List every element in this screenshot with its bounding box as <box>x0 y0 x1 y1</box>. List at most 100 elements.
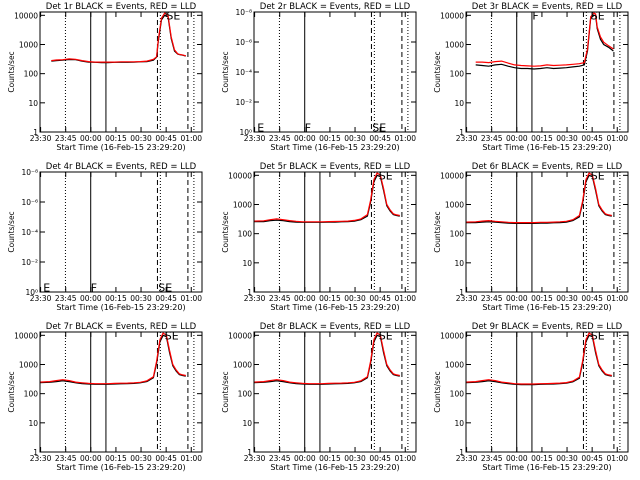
panel-9-ytick-label-2: 10 <box>454 419 464 428</box>
panel-5-ytick-label-3: 100 <box>238 230 253 239</box>
panel-7-ylabel: Counts/sec <box>7 371 16 412</box>
panel-4-xtick-label-6: 00:45 <box>155 294 177 303</box>
panel-5-ytick-label-1: 1 <box>247 288 252 297</box>
panel-2-ytick-label-4: 10⁻⁶ <box>235 38 252 47</box>
panel-6-xtick-label-2: 23:45 <box>481 294 503 303</box>
panel-6-xtick-label-1: 23:30 <box>456 294 478 303</box>
panel-7-plot-area <box>40 332 195 452</box>
panel-6-xtick-label-7: 01:00 <box>606 294 628 303</box>
panel-4-ytick-label-3: 10⁻⁴ <box>21 228 38 237</box>
panel-5-ytick-label-2: 10 <box>242 259 252 268</box>
panel-9-frame <box>465 331 629 453</box>
panel-2-ylabel: Counts/sec <box>221 51 230 92</box>
panel-9-marker-1: SE <box>591 329 605 342</box>
panel-1-ytick-label-4: 1000 <box>19 40 38 49</box>
panel-3-ytick-label-1: 1 <box>459 128 464 137</box>
panel-4-xtick-label-1: 23:30 <box>30 294 52 303</box>
panel-3-xtick-label-3: 00:00 <box>506 134 528 143</box>
panel-2-xtick-label-1: 23:30 <box>244 134 266 143</box>
panel-8-ytick-label-2: 10 <box>242 419 252 428</box>
panel-1-xtick-label-3: 00:00 <box>80 134 102 143</box>
panel-7-ytick-label-2: 10 <box>28 419 38 428</box>
panel-3-ytick-label-5: 10000 <box>440 11 464 20</box>
panel-2-xtick-label-7: 01:00 <box>394 134 416 143</box>
panel-9-xlabel: Start Time (16-Feb-15 23:29:20) <box>482 463 611 472</box>
panel-7-title: Det 7r BLACK = Events, RED = LLD <box>46 322 197 332</box>
panel-1-xtick-label-1: 23:30 <box>30 134 52 143</box>
panel-5-marker-1: SE <box>379 169 393 182</box>
panel-7-ytick-label-1: 1 <box>33 448 38 457</box>
panel-7-xtick-label-3: 00:00 <box>80 454 102 463</box>
panel-5-xtick-label-1: 23:30 <box>244 294 266 303</box>
panel-1-ytick-label-2: 10 <box>28 99 38 108</box>
panel-4-marker-2: F <box>91 281 97 294</box>
panel-6-ytick-label-1: 1 <box>459 288 464 297</box>
panel-4-xtick-label-7: 01:00 <box>180 294 202 303</box>
panel-1-xtick-label-6: 00:45 <box>155 134 177 143</box>
panel-2-xtick-label-3: 00:00 <box>294 134 316 143</box>
panel-9-xtick-label-3: 00:00 <box>506 454 528 463</box>
panel-8-xtick-label-5: 00:30 <box>344 454 366 463</box>
panel-4-title: Det 4r BLACK = Events, RED = LLD <box>46 162 197 172</box>
panel-8-xlabel: Start Time (16-Feb-15 23:29:20) <box>270 463 399 472</box>
panel-8-xtick-label-2: 23:45 <box>269 454 291 463</box>
panel-3-ytick-label-2: 10 <box>454 99 464 108</box>
panel-2-marker-1: E <box>257 121 264 134</box>
panel-4-marker-1: E <box>43 281 50 294</box>
panel-1-marker-1: SE <box>166 9 180 22</box>
panel-9-xtick-label-7: 01:00 <box>606 454 628 463</box>
panel-3-xtick-label-4: 00:15 <box>531 134 553 143</box>
panel-8-ytick-label-5: 10000 <box>228 331 252 340</box>
panel-9-xtick-label-1: 23:30 <box>456 454 478 463</box>
panel-9-ylabel: Counts/sec <box>433 371 442 412</box>
panel-9-xtick-label-5: 00:30 <box>556 454 578 463</box>
panel-9-xtick-label-4: 00:15 <box>531 454 553 463</box>
panel-3-xlabel: Start Time (16-Feb-15 23:29:20) <box>482 143 611 152</box>
panel-5-series-lld <box>254 172 400 223</box>
panel-4-xtick-label-2: 23:45 <box>55 294 77 303</box>
panel-3-plot-area <box>475 12 621 132</box>
panel-5-ylabel: Counts/sec <box>221 211 230 252</box>
panel-4-ytick-label-4: 10⁻⁶ <box>21 198 38 207</box>
panel-9-ytick-label-3: 100 <box>450 390 465 399</box>
panel-5-frame <box>253 171 417 293</box>
panel-6-xlabel: Start Time (16-Feb-15 23:29:20) <box>482 303 611 312</box>
panel-8-plot-area <box>254 332 409 452</box>
panel-5-ytick-label-5: 10000 <box>228 171 252 180</box>
panel-7-ytick-label-3: 100 <box>24 390 39 399</box>
panel-3-xtick-label-6: 00:45 <box>581 134 603 143</box>
panel-7-xtick-label-5: 00:30 <box>130 454 152 463</box>
panel-5-xtick-label-2: 23:45 <box>269 294 291 303</box>
panel-1-xlabel: Start Time (16-Feb-15 23:29:20) <box>56 143 185 152</box>
panel-4-xtick-label-5: 00:30 <box>130 294 152 303</box>
panel-6-series-lld <box>466 172 612 224</box>
panel-5-ytick-label-4: 1000 <box>233 200 252 209</box>
panel-9-ytick-label-1: 1 <box>459 448 464 457</box>
panel-8-ylabel: Counts/sec <box>221 371 230 412</box>
panel-4-ytick-label-5: 10⁻⁸ <box>21 168 38 177</box>
panel-4-plot-area <box>64 172 195 292</box>
panel-9-title: Det 9r BLACK = Events, RED = LLD <box>472 322 623 332</box>
panel-3-ytick-label-3: 100 <box>450 70 465 79</box>
panel-1-ytick-label-1: 1 <box>33 128 38 137</box>
panel-8-xtick-label-7: 01:00 <box>394 454 416 463</box>
panel-3-xtick-label-2: 23:45 <box>481 134 503 143</box>
panel-4-ylabel: Counts/sec <box>7 211 16 252</box>
panel-8-ytick-label-1: 1 <box>247 448 252 457</box>
panel-5-xtick-label-4: 00:15 <box>319 294 341 303</box>
panel-2-xtick-label-6: 00:45 <box>369 134 391 143</box>
panel-2-xtick-label-5: 00:30 <box>344 134 366 143</box>
panel-6-marker-1: SE <box>591 169 605 182</box>
panel-5-xtick-label-5: 00:30 <box>344 294 366 303</box>
panel-1-xtick-label-2: 23:45 <box>55 134 77 143</box>
panel-2-xtick-label-2: 23:45 <box>269 134 291 143</box>
panel-6-xtick-label-5: 00:30 <box>556 294 578 303</box>
panel-3-xtick-label-5: 00:30 <box>556 134 578 143</box>
panel-7-series-lld <box>40 332 186 385</box>
